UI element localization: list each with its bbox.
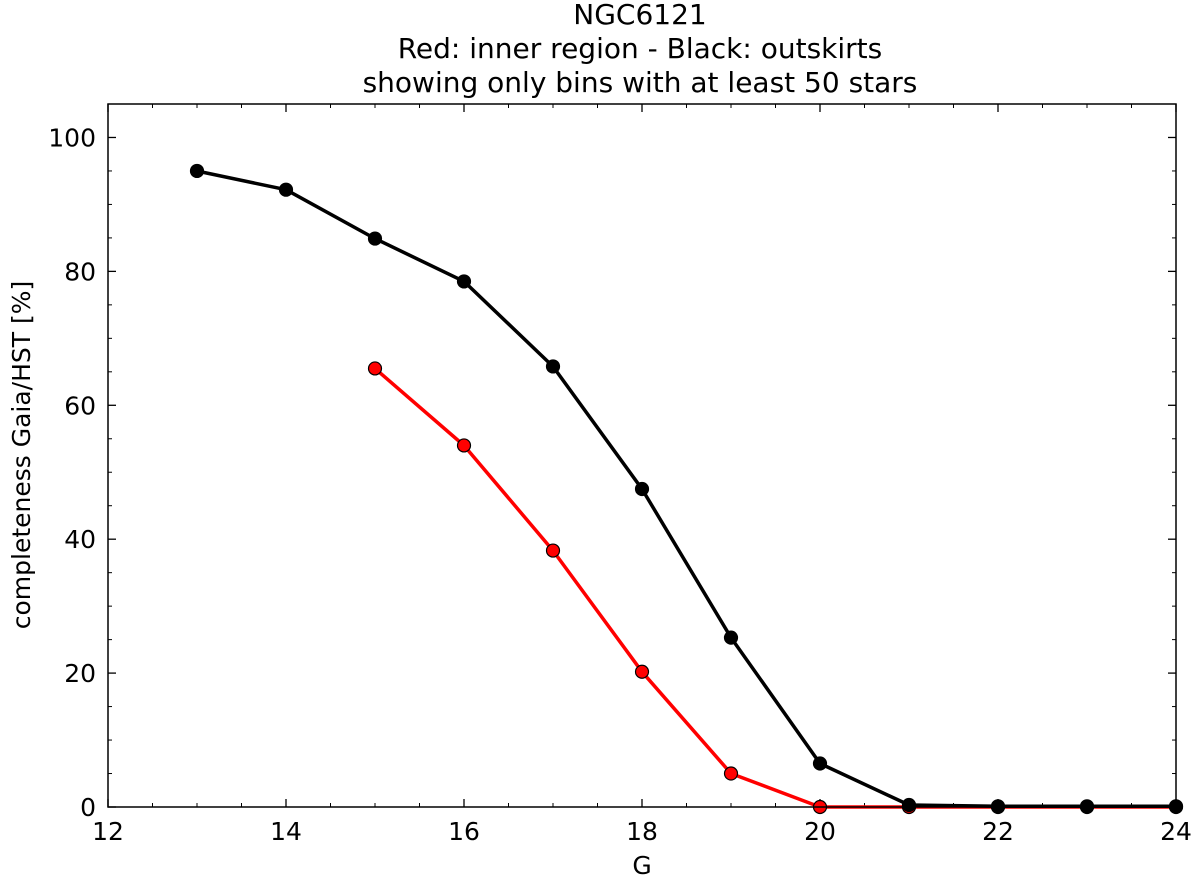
data-point	[812, 756, 828, 771]
data-point	[278, 182, 294, 197]
y-tick-label: 80	[64, 257, 96, 286]
data-point	[189, 163, 205, 179]
data-point	[634, 481, 650, 497]
data-point	[634, 664, 650, 679]
y-axis-label: completeness Gaia/HST [%]	[7, 281, 36, 630]
data-point	[901, 797, 917, 813]
x-tick-label: 22	[982, 817, 1014, 846]
y-tick-label: 60	[64, 391, 96, 420]
data-point	[367, 361, 383, 376]
chart-subtitle-line-2: showing only bins with at least 50 stars	[363, 66, 918, 99]
y-tick-label: 100	[48, 123, 96, 152]
data-point	[367, 231, 383, 246]
chart-title: NGC6121	[573, 0, 706, 31]
series-line	[196, 169, 1176, 809]
x-tick-label: 16	[448, 817, 480, 846]
y-tick-label: 0	[80, 793, 96, 822]
series-line	[373, 367, 1176, 809]
data-point	[545, 543, 561, 558]
x-tick-label: 12	[92, 817, 124, 846]
y-tick-label: 20	[64, 659, 96, 688]
x-tick-label: 14	[270, 817, 302, 846]
axes-frame	[107, 103, 1177, 808]
data-point	[723, 630, 739, 645]
plot-area: 12 14 16 18 20 22 24 0 20 40 60 80 100	[48, 103, 1192, 846]
x-axis-label: G	[632, 851, 651, 880]
data-point	[723, 766, 739, 781]
data-point	[456, 438, 472, 453]
x-tick-label: 18	[626, 817, 658, 846]
data-point	[456, 274, 472, 289]
data-point	[545, 359, 561, 374]
y-tick-label: 40	[64, 525, 96, 554]
x-tick-label: 24	[1160, 817, 1192, 846]
chart-subtitle-line-1: Red: inner region - Black: outskirts	[398, 32, 883, 65]
x-tick-label: 20	[804, 817, 836, 846]
